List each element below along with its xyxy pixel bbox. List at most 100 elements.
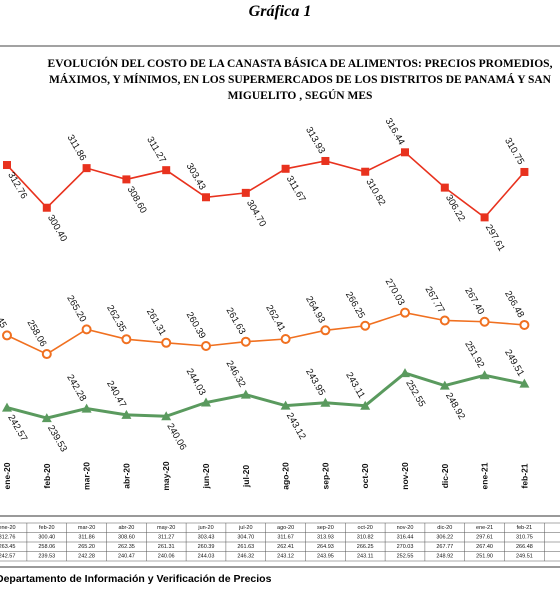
table-header: mar-20: [78, 525, 95, 531]
table-cell: 240.06: [158, 554, 175, 560]
data-label: 240.06: [164, 421, 188, 452]
table-header: may-20: [157, 525, 175, 531]
table-cell: 251.90: [476, 554, 493, 560]
table-header: oct-20: [358, 525, 373, 531]
marker: [82, 164, 91, 173]
data-label: 262.41: [263, 303, 287, 334]
marker: [280, 400, 291, 410]
data-label: 267.40: [462, 286, 486, 317]
marker: [320, 325, 331, 336]
data-label: 249.51: [502, 348, 526, 379]
table-cell: 297.61: [476, 535, 493, 541]
marker: [519, 319, 530, 330]
heading: Gráfica 1: [249, 3, 312, 20]
data-label: 262.35: [104, 303, 128, 334]
table-header: ago-20: [277, 525, 294, 531]
marker: [121, 409, 132, 419]
data-label: 304.70: [244, 198, 268, 229]
table-cell: 264.93: [317, 544, 334, 550]
table-cell: 270.03: [397, 544, 414, 550]
data-label: 303.43: [184, 161, 208, 192]
data-label: 246.32: [223, 359, 247, 390]
table-cell: 267.40: [476, 544, 493, 550]
x-tick-label: feb-21: [519, 463, 529, 488]
x-tick-label: jul-20: [241, 465, 251, 488]
marker: [479, 316, 490, 327]
marker: [480, 213, 489, 222]
footer: Departamento de Información y Verificaci…: [0, 573, 272, 585]
marker: [360, 320, 371, 331]
table-cell: 265.20: [78, 544, 95, 550]
table-header: feb-20: [39, 525, 55, 531]
marker: [201, 397, 211, 407]
data-label: 239.53: [45, 423, 69, 454]
table-cell: 262.35: [118, 544, 135, 550]
data-label: 266.25: [343, 290, 367, 321]
data-label: 270.03: [383, 277, 407, 308]
table-cell: 252.55: [397, 554, 414, 560]
data-label: 242.28: [64, 373, 88, 404]
table-cell: 311.67: [277, 535, 293, 541]
x-tick-label: sep-20: [320, 462, 330, 489]
table-cell: 262.41: [277, 544, 294, 550]
marker: [161, 411, 172, 421]
data-label: 240.47: [104, 379, 128, 410]
marker: [3, 161, 11, 170]
table-cell: 240.47: [118, 554, 135, 560]
table-header: jun-20: [197, 525, 213, 531]
table-cell: 263.45: [0, 544, 15, 550]
table-cell: 306.22: [436, 535, 453, 541]
data-label: 244.03: [184, 367, 208, 398]
marker: [162, 166, 171, 175]
marker: [401, 148, 409, 157]
marker: [2, 330, 12, 341]
table-cell: 300.40: [38, 535, 55, 541]
table-cell: 266.25: [357, 544, 374, 550]
data-label: 310.75: [502, 136, 526, 167]
table-cell: 311.27: [158, 535, 174, 541]
table-cell: 244.03: [198, 554, 215, 560]
table-cell: 243.12: [277, 554, 294, 560]
x-tick-label: ene-21: [480, 462, 490, 489]
marker: [320, 397, 331, 407]
marker: [360, 400, 371, 410]
table-cell: 239.53: [38, 554, 55, 560]
marker: [41, 349, 52, 360]
data-label: 264.93: [303, 294, 327, 325]
marker: [519, 378, 530, 388]
table-cell: 310.82: [357, 535, 374, 541]
marker: [240, 336, 251, 347]
data-label: 267.77: [422, 285, 446, 316]
data-label: 313.93: [303, 125, 327, 156]
data-label: 243.12: [284, 411, 308, 442]
marker: [240, 389, 251, 399]
table-cell: 243.95: [317, 554, 334, 560]
x-tick-label: abr-20: [121, 463, 131, 489]
marker: [479, 370, 490, 380]
marker: [400, 368, 410, 378]
data-label: 252.55: [403, 378, 427, 409]
table-cell: 249.51: [516, 554, 533, 560]
table-cell: 242.57: [0, 554, 15, 560]
data-label: 311.67: [284, 174, 308, 204]
data-label: 311.27: [144, 135, 168, 165]
data-label: 308.60: [125, 185, 149, 216]
table-cell: 303.43: [198, 535, 215, 541]
data-label: 297.61: [483, 223, 507, 254]
marker: [81, 403, 92, 413]
marker: [121, 334, 132, 345]
table-cell: 316.44: [397, 535, 414, 541]
marker: [361, 167, 370, 176]
x-tick-label: ago-20: [281, 462, 291, 490]
marker: [400, 307, 410, 318]
marker: [439, 315, 450, 326]
table-cell: 246.32: [237, 554, 254, 560]
table-cell: 308.60: [118, 535, 135, 541]
data-label: 311.86: [65, 133, 89, 163]
chart-title: MÁXIMOS, Y MÍNIMOS, EN LOS SUPERMERCADOS…: [49, 72, 552, 86]
x-tick-label: may-20: [161, 461, 171, 491]
data-label: 261.31: [144, 307, 168, 338]
series-line: [6, 311, 525, 355]
data-label: 243.11: [343, 370, 367, 400]
